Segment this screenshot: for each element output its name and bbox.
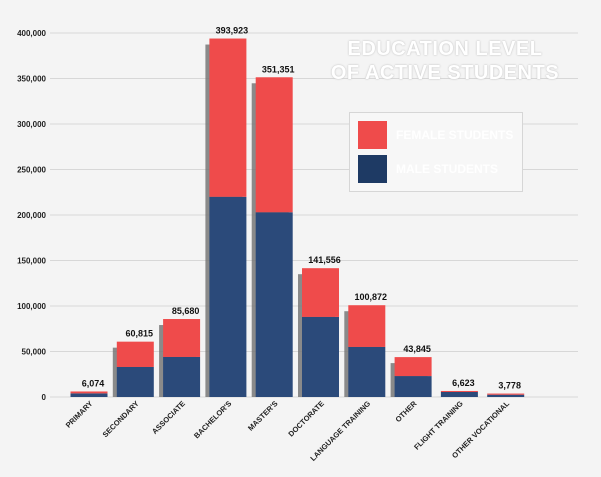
legend-swatch-female: [358, 121, 387, 149]
data-label-total: 6,074: [82, 378, 105, 388]
bars: [70, 38, 525, 397]
bar-female: [163, 319, 201, 357]
x-tick-label: OTHER: [394, 399, 419, 424]
legend-swatch-male: [358, 155, 387, 183]
data-label-total: 43,845: [403, 344, 431, 354]
y-tick-label: 150,000: [17, 257, 46, 266]
bar-female: [70, 391, 108, 394]
legend-item-male: MALE STUDENTS: [358, 155, 518, 183]
bar-female: [116, 341, 154, 367]
bar-female: [487, 393, 525, 395]
legend-label-male: MALE STUDENTS: [396, 162, 498, 176]
bar-male: [255, 212, 293, 397]
chart-title-line-2: OF ACTIVE STUDENTS: [330, 62, 560, 84]
y-tick-label: 400,000: [17, 29, 46, 38]
y-tick-label: 50,000: [22, 348, 47, 357]
data-label-total: 85,680: [172, 306, 200, 316]
y-tick-label: 100,000: [17, 302, 46, 311]
data-label-total: 3,778: [498, 381, 521, 391]
chart-title-line-1: EDUCATION LEVEL: [347, 38, 543, 60]
x-tick-label: ASSOCIATE: [150, 399, 187, 436]
bar-male: [209, 196, 247, 397]
bar-female: [302, 268, 339, 317]
data-labels: 6,074 60,815 85,680 393,923 351,351 141,556 10…: [82, 26, 521, 391]
bar-male: [487, 394, 525, 397]
x-axis-ticks: PRIMARY SECONDARY ASSOCIATE BACHELOR'S MASTE…: [64, 399, 512, 463]
bar-female: [255, 77, 293, 213]
legend-item-female: FEMALE STUDENTS: [358, 121, 518, 149]
data-label-total: 351,351: [262, 64, 295, 74]
x-tick-label: PRIMARY: [64, 399, 95, 430]
data-label-total: 60,815: [126, 329, 154, 339]
x-tick-label: DOCTORATE: [286, 399, 325, 438]
bar-male: [440, 391, 478, 397]
data-label-total: 6,623: [452, 378, 475, 388]
data-label-total: 141,556: [308, 255, 341, 265]
data-label-total: 100,872: [355, 292, 388, 302]
legend: FEMALE STUDENTS MALE STUDENTS: [349, 112, 523, 192]
bar-male: [163, 356, 201, 397]
y-tick-label: 0: [42, 393, 47, 402]
x-tick-label: BACHELOR'S: [192, 399, 233, 440]
y-axis-ticks: 0 50,000 100,000 150,000 200,000 250,000 300,0…: [17, 29, 46, 402]
legend-label-female: FEMALE STUDENTS: [396, 128, 514, 142]
y-tick-label: 300,000: [17, 120, 46, 129]
bar-female: [209, 38, 247, 197]
bar-female: [348, 305, 386, 347]
bar-male: [302, 316, 339, 397]
y-tick-label: 250,000: [17, 166, 46, 175]
data-label-total: 393,923: [216, 26, 249, 36]
bar-male: [394, 376, 432, 397]
y-tick-label: 200,000: [17, 211, 46, 220]
bar-male: [348, 346, 386, 397]
x-tick-label: FLIGHT TRAINING: [412, 399, 465, 452]
bar-male: [70, 393, 108, 397]
y-tick-label: 350,000: [17, 75, 46, 84]
x-tick-label: SECONDARY: [101, 399, 141, 439]
bar-female: [394, 357, 432, 377]
bar-male: [116, 366, 154, 397]
bar-female: [440, 390, 478, 392]
x-tick-label: MASTER'S: [246, 399, 280, 433]
